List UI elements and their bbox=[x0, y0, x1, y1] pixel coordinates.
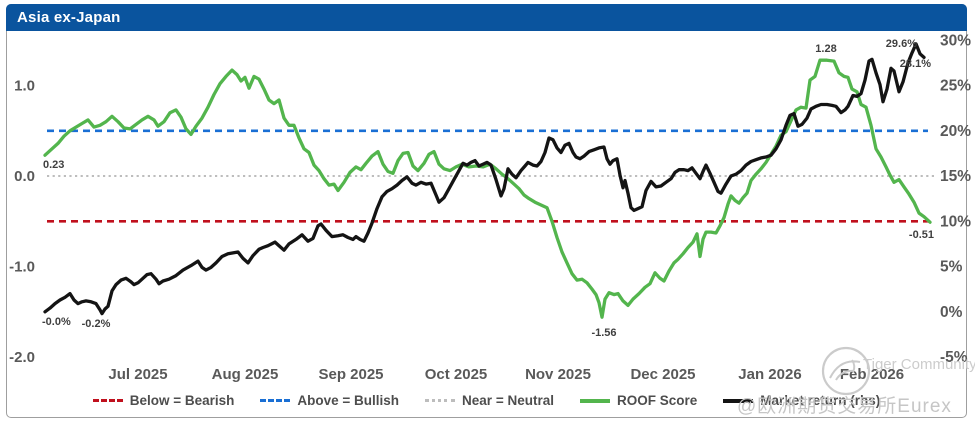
neutral-dotted-line-swatch bbox=[425, 399, 456, 402]
data-point-label: -0.2% bbox=[82, 318, 111, 330]
data-point-label: 0.23 bbox=[43, 159, 64, 171]
chart-title: Asia ex-Japan bbox=[17, 9, 121, 26]
x-axis-month-label: Nov 2025 bbox=[525, 366, 591, 383]
y-axis-right-tick-label: 20% bbox=[940, 123, 971, 140]
data-point-label: 1.28 bbox=[815, 43, 836, 55]
data-point-label: -0.0% bbox=[42, 316, 71, 328]
legend-item-below-bearish: Below = Bearish bbox=[92, 393, 235, 408]
x-axis-month-label: Sep 2025 bbox=[318, 366, 383, 383]
bearish-dashed-line-swatch bbox=[92, 399, 123, 402]
legend-item-above-bullish: Above = Bullish bbox=[260, 393, 399, 408]
y-axis-left-tick-label: -1.0 bbox=[9, 259, 35, 276]
legend-item-market-return: Market return (rhs) bbox=[723, 393, 880, 408]
y-axis-right-tick-label: 0% bbox=[940, 304, 963, 321]
y-axis-right-tick-label: 30% bbox=[940, 32, 971, 49]
data-point-label: 29.6% bbox=[886, 38, 917, 50]
y-axis-right-tick-label: -5% bbox=[940, 349, 968, 366]
y-axis-right-tick-label: 15% bbox=[940, 168, 971, 185]
y-axis-left-tick-label: -2.0 bbox=[9, 349, 35, 366]
roof-score-line bbox=[43, 58, 932, 319]
legend-label: Below = Bearish bbox=[129, 393, 235, 408]
y-axis-right-tick-label: 10% bbox=[940, 213, 971, 230]
legend-item-roof-score: ROOF Score bbox=[579, 393, 698, 408]
y-axis-left-tick-label: 0.0 bbox=[14, 168, 35, 185]
chart-legend: Below = Bearish Above = Bullish Near = N… bbox=[6, 393, 967, 408]
data-point-label: -1.56 bbox=[591, 327, 616, 339]
y-axis-right-tick-label: 5% bbox=[940, 259, 963, 276]
legend-label: ROOF Score bbox=[616, 393, 698, 408]
x-axis-month-label: Feb 2026 bbox=[840, 366, 904, 383]
y-axis-right-tick-label: 25% bbox=[940, 78, 971, 95]
market-return-line bbox=[43, 42, 926, 316]
bullish-dashed-line-swatch bbox=[260, 399, 291, 402]
x-axis-month-label: Jan 2026 bbox=[738, 366, 801, 383]
legend-label: Above = Bullish bbox=[297, 393, 400, 408]
y-axis-left-tick-label: 1.0 bbox=[14, 78, 35, 95]
roof-score-line-swatch bbox=[579, 398, 610, 403]
legend-item-near-neutral: Near = Neutral bbox=[425, 393, 554, 408]
legend-label: Near = Neutral bbox=[462, 393, 554, 408]
x-axis-month-label: Oct 2025 bbox=[425, 366, 488, 383]
legend-label: Market return (rhs) bbox=[760, 393, 881, 408]
x-axis-month-label: Aug 2025 bbox=[212, 366, 279, 383]
data-point-label: -0.51 bbox=[909, 229, 934, 241]
header-bar: Asia ex-Japan bbox=[6, 4, 967, 31]
x-axis-month-label: Jul 2025 bbox=[108, 366, 167, 383]
card-frame bbox=[6, 4, 967, 418]
market-return-line-swatch bbox=[723, 398, 754, 403]
data-point-label: 28.1% bbox=[900, 58, 931, 70]
x-axis-month-label: Dec 2025 bbox=[630, 366, 695, 383]
